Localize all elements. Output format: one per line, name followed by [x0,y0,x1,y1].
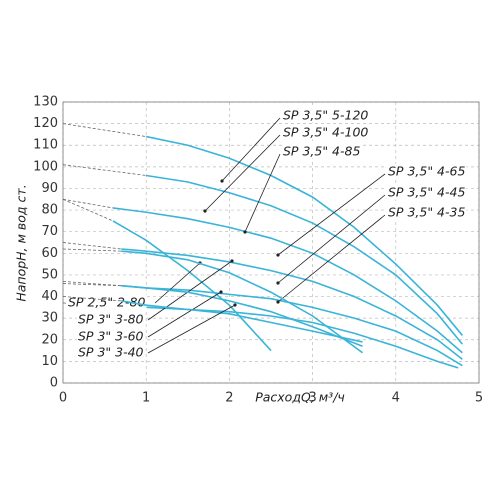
leader-line [147,304,236,354]
y-tick-label: 10 [41,354,58,369]
leader-line [147,291,222,338]
extrapolated-line [62,242,122,250]
label-bg [282,143,362,159]
label-bg [77,344,145,360]
x-tick-label: 0 [59,391,67,406]
pump-curve [146,135,463,336]
series-label: SP 3" 3-80 [78,312,144,327]
y-tick-label: 90 [41,181,58,196]
leader-line [277,214,386,303]
leader-line [277,173,386,256]
label-bg [282,107,370,123]
leader-line [204,134,281,212]
leader-dot [276,253,280,257]
y-tick-label: 50 [41,267,58,282]
series-label: SP 2,5" 2-80 [68,295,145,310]
leader-dot [276,300,280,304]
y-tick-label: 0 [50,376,58,391]
y-tick-label: 70 [41,224,58,239]
series-label: SP 3,5" 4-85 [283,144,360,159]
leader-dot [220,179,224,183]
extrapolated-line [62,283,122,287]
leader-line [221,117,281,182]
leader-dot [203,209,207,213]
pump-curve [121,300,363,343]
leader-dot [276,281,280,285]
y-tick-label: 80 [41,203,58,218]
label-bg [282,124,370,140]
leader-line [244,153,281,233]
pump-curve [121,250,363,354]
label-bg [77,328,145,344]
y-tick-label: 30 [41,311,58,326]
x-tick-label: 3 [308,391,316,406]
extrapolated-line [62,164,147,176]
extrapolated-line [62,123,147,137]
pump-curve [112,207,463,354]
y-tick-label: 60 [41,246,58,261]
pump-curve [112,220,272,352]
leader-line [147,260,233,321]
label-bg [67,294,147,310]
y-tick-label: 120 [33,116,58,131]
pump-curve [121,284,463,367]
y-tick-label: 20 [41,332,58,347]
y-tick-label: 130 [33,95,58,110]
y-tick-label: 110 [33,138,58,153]
y-tick-label: 100 [33,159,58,174]
x-tick-label: 5 [475,391,483,406]
series-label: SP 3,5" 4-100 [283,125,368,140]
x-axis-label: РасходQ, м³/ч [255,390,345,405]
label-bg [387,184,467,200]
leader-line [154,262,201,304]
leader-dot [219,290,223,294]
pump-curve [121,284,363,347]
extrapolated-line [62,198,114,222]
leader-dot [230,259,234,263]
y-tick-label: 40 [41,289,58,304]
y-axis-label: НапорH, м вод ст. [14,184,29,301]
pump-curve [146,174,463,345]
x-tick-label: 1 [142,391,150,406]
leader-dot [233,303,237,307]
series-label: SP 3,5" 4-65 [388,164,465,179]
series-label: SP 3,5" 5-120 [283,108,368,123]
series-label: SP 3" 3-60 [78,329,144,344]
extrapolated-line [62,198,113,209]
leader-line [277,194,386,284]
extrapolated-line [62,248,122,252]
pump-curve [121,248,463,360]
leader-dot [243,230,247,234]
series-label: SP 3,5" 4-45 [388,185,465,200]
series-label: SP 3" 3-40 [78,345,144,360]
extrapolated-line [62,281,122,287]
x-tick-label: 4 [392,391,400,406]
label-bg [387,163,467,179]
x-tick-label: 2 [225,391,233,406]
series-label: SP 3,5" 4-35 [388,205,465,220]
label-bg [77,311,145,327]
label-bg [387,204,467,220]
